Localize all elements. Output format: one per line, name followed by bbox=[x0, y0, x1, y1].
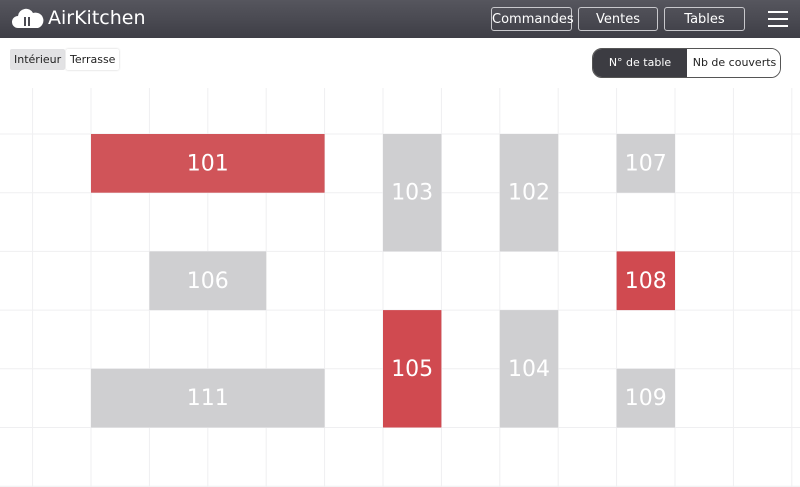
view-toggle: N° de table Nb de couverts bbox=[592, 48, 781, 78]
table-label: 109 bbox=[625, 386, 667, 411]
top-bar: AirKitchen Commandes Ventes Tables bbox=[0, 0, 800, 38]
toggle-option[interactable]: Nb de couverts bbox=[687, 49, 780, 77]
table[interactable] bbox=[616, 368, 675, 428]
toggle-option[interactable]: N° de table bbox=[593, 49, 687, 77]
floor-plan: 101 103 102 107 106 108 105 104 111 109 bbox=[0, 88, 800, 487]
table-label: 107 bbox=[625, 151, 667, 176]
table-label: 111 bbox=[187, 386, 229, 411]
room-tab[interactable]: Intérieur bbox=[10, 49, 66, 70]
table[interactable] bbox=[499, 134, 559, 252]
room-tab[interactable]: Terrasse bbox=[66, 49, 120, 70]
table-label: 108 bbox=[625, 269, 667, 294]
table[interactable] bbox=[383, 310, 442, 428]
table[interactable] bbox=[383, 134, 442, 252]
table[interactable] bbox=[91, 368, 325, 428]
table[interactable] bbox=[616, 134, 675, 193]
nav-button[interactable]: Commandes bbox=[491, 7, 574, 31]
table[interactable] bbox=[149, 251, 267, 311]
table-label: 104 bbox=[508, 357, 550, 382]
nav-button[interactable]: Tables bbox=[664, 7, 745, 31]
table[interactable] bbox=[499, 310, 559, 428]
table-label: 106 bbox=[187, 269, 229, 294]
table-label: 101 bbox=[187, 151, 229, 176]
table-label: 103 bbox=[391, 181, 433, 206]
nav-button[interactable]: Ventes bbox=[578, 7, 658, 31]
menu-button[interactable] bbox=[768, 11, 788, 32]
table-label: 102 bbox=[508, 181, 550, 206]
table[interactable] bbox=[616, 251, 675, 311]
logo bbox=[12, 8, 44, 28]
table[interactable] bbox=[91, 134, 325, 193]
brand[interactable]: AirKitchen bbox=[48, 7, 146, 29]
table-label: 105 bbox=[391, 357, 433, 382]
